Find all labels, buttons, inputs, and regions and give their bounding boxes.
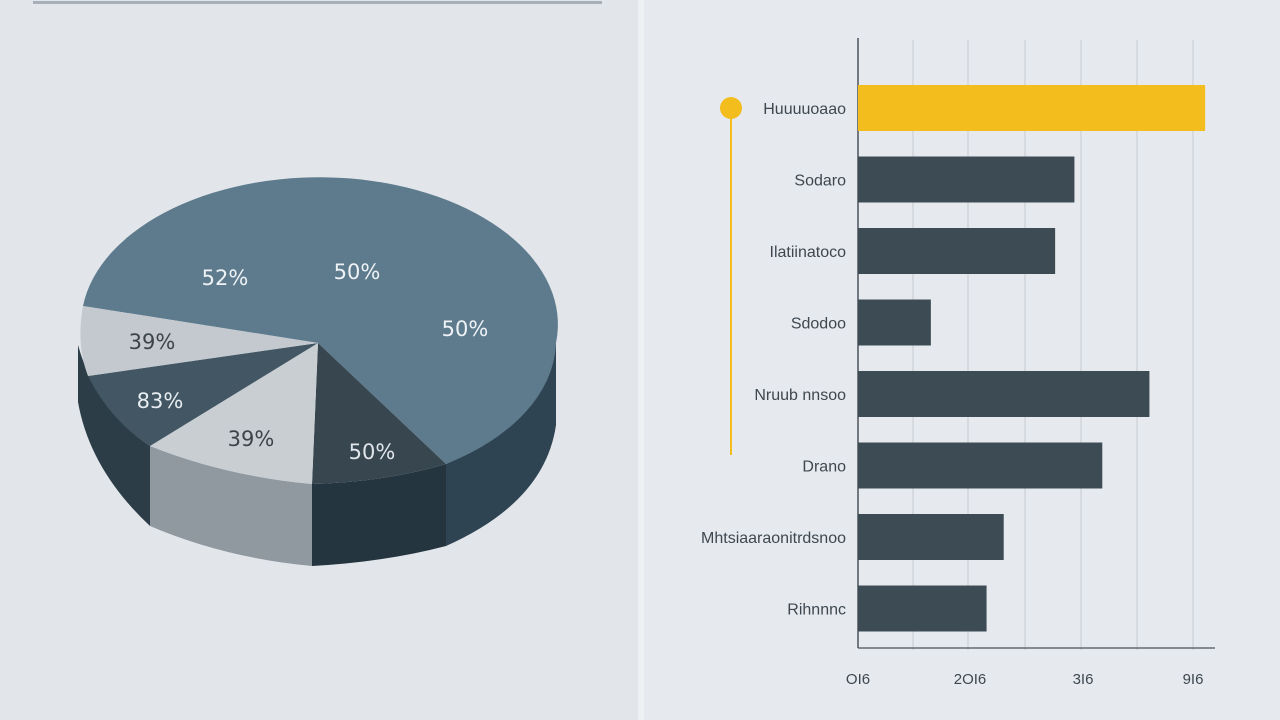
pie-slice-light (150, 343, 318, 484)
top-rule (33, 1, 602, 4)
category-label: Drano (802, 459, 846, 476)
x-tick-label: 2OI6 (954, 671, 987, 688)
category-label: Sodaro (794, 173, 846, 190)
pie-slice-label: 50% (442, 317, 489, 341)
pie-slice-blue (83, 177, 558, 464)
pie-slice-label: 39% (228, 427, 275, 451)
pie-slice-label: 50% (349, 440, 396, 464)
bar-series (858, 85, 1206, 632)
pie-side-left (78, 320, 150, 526)
marker-dot (720, 97, 742, 119)
pie-slice-label: 83% (137, 389, 184, 413)
bar-2 (858, 156, 1075, 203)
pie-side-right (446, 343, 556, 546)
category-label: Huuuuoaao (763, 101, 846, 118)
pie-labels: 50% 50% 50% 52% 39% 83% 39% (129, 260, 489, 464)
x-tick-label: 9I6 (1183, 671, 1204, 688)
pie-slice-dark (312, 343, 446, 484)
category-labels: Huuuuoaao Sodaro Ilatiinatoco Sdodoo Nruub n… (701, 101, 846, 619)
x-tick-label: 3I6 (1073, 671, 1094, 688)
bar-1 (858, 85, 1206, 131)
pie-side-walls (78, 320, 556, 566)
pie-chart: 50% 50% 50% 52% 39% 83% 39% (78, 177, 558, 566)
bar-5 (858, 371, 1150, 417)
panel-divider (638, 0, 644, 720)
category-label: Nruub nnsoo (754, 387, 846, 404)
category-label: Ilatiinatoco (770, 244, 847, 261)
category-label: Mhtsiaaraonitrdsnoo (701, 530, 846, 547)
highlight-marker (720, 97, 742, 455)
bar-6 (858, 442, 1103, 489)
category-label: Rihnnnc (787, 602, 846, 619)
bar-7 (858, 514, 1004, 560)
pie-top-face (80, 177, 558, 484)
bar-8 (858, 585, 987, 632)
category-label: Sdodoo (791, 316, 846, 333)
pie-side-gray (150, 446, 312, 566)
pie-slice-label: 52% (202, 266, 249, 290)
pie-slice-pale (80, 306, 318, 376)
pie-slice-slate (88, 343, 318, 446)
bar-4 (858, 299, 931, 346)
pie-slice-label: 39% (129, 330, 176, 354)
pie-slice-label: 50% (334, 260, 381, 284)
x-tick-labels: OI6 2OI6 3I6 9I6 (846, 671, 1204, 688)
bar-3 (858, 228, 1056, 274)
pie-side-dark (312, 464, 446, 566)
x-tick-label: OI6 (846, 671, 870, 688)
